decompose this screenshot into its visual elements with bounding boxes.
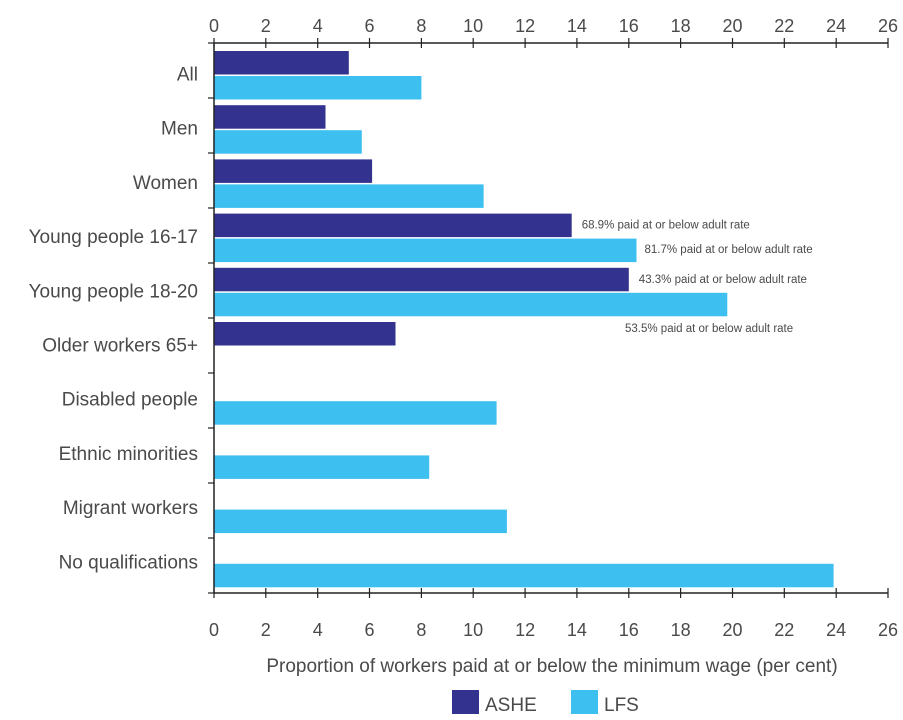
bar-lfs-9	[214, 563, 834, 588]
bar-lfs-7	[214, 455, 430, 479]
x-tick-label-bottom: 0	[209, 620, 219, 640]
bar-lfs-1	[214, 130, 362, 154]
annotation-label: 68.9% paid at or below adult rate	[582, 220, 750, 232]
x-tick-label-top: 12	[515, 16, 535, 36]
bar-lfs-8	[214, 509, 507, 534]
bar-ashe-1	[214, 105, 326, 129]
category-labels-group: All Men Women Young people 16-17 Young peopl…	[29, 65, 198, 574]
annotation-label: 81.7% paid at or below adult rate	[645, 244, 813, 256]
category-label: All	[177, 65, 198, 86]
x-tick-label-top: 18	[671, 16, 691, 36]
x-tick-label-bottom: 22	[774, 620, 794, 640]
x-tick-label-bottom: 6	[364, 620, 374, 640]
category-label: Disabled people	[62, 390, 198, 411]
bar-ashe-5	[214, 322, 396, 346]
x-tick-label-top: 26	[878, 16, 898, 36]
bar-ashe-3	[214, 213, 572, 238]
x-tick-label-top: 8	[416, 16, 426, 36]
x-tick-label-bottom: 8	[416, 620, 426, 640]
x-tick-label-top: 16	[619, 16, 639, 36]
bar-lfs-6	[214, 401, 497, 425]
category-label: No qualifications	[59, 552, 198, 573]
x-tick-label-top: 2	[261, 16, 271, 36]
bar-lfs-3	[214, 238, 637, 263]
x-tick-label-bottom: 26	[878, 620, 898, 640]
bar-ashe-4	[214, 267, 629, 292]
category-label: Women	[133, 173, 198, 194]
x-tick-label-top: 0	[209, 16, 219, 36]
annotations-group: 68.9% paid at or below adult rate 81.7% p…	[582, 220, 813, 335]
bar-lfs-4	[214, 292, 728, 317]
category-label: Young people 16-17	[29, 227, 198, 248]
legend: ASHE LFS	[452, 690, 639, 716]
legend-label-lfs: LFS	[604, 695, 639, 715]
bar-lfs-0	[214, 76, 422, 100]
bar-ashe-0	[214, 51, 349, 75]
legend-label-ashe: ASHE	[485, 695, 537, 715]
x-tick-label-bottom: 2	[261, 620, 271, 640]
x-axis-label: Proportion of workers paid at or below t…	[266, 656, 837, 677]
bar-lfs-2	[214, 184, 484, 208]
x-tick-label-top: 10	[463, 16, 483, 36]
x-tick-label-bottom: 16	[619, 620, 639, 640]
legend-swatch-ashe	[452, 690, 479, 714]
legend-swatch-lfs	[571, 690, 598, 714]
axes-group: 0022446688101012121414161618182020222224…	[208, 16, 898, 640]
x-tick-label-top: 14	[567, 16, 587, 36]
x-tick-label-bottom: 18	[671, 620, 691, 640]
x-tick-label-bottom: 24	[826, 620, 846, 640]
x-tick-label-top: 22	[774, 16, 794, 36]
x-tick-label-top: 20	[722, 16, 742, 36]
category-label: Ethnic minorities	[59, 444, 198, 465]
bars-group	[214, 51, 834, 588]
x-tick-label-bottom: 4	[313, 620, 323, 640]
annotation-label: 53.5% paid at or below adult rate	[625, 323, 793, 335]
annotation-label: 43.3% paid at or below adult rate	[639, 274, 807, 286]
x-tick-label-bottom: 20	[722, 620, 742, 640]
x-tick-label-bottom: 14	[567, 620, 587, 640]
x-tick-label-bottom: 10	[463, 620, 483, 640]
x-tick-label-bottom: 12	[515, 620, 535, 640]
bar-ashe-2	[214, 159, 373, 183]
x-tick-label-top: 24	[826, 16, 846, 36]
category-label: Older workers 65+	[42, 336, 198, 357]
category-label: Young people 18-20	[29, 281, 198, 302]
x-tick-label-top: 6	[364, 16, 374, 36]
category-label: Men	[161, 119, 198, 140]
x-tick-label-top: 4	[313, 16, 323, 36]
category-label: Migrant workers	[63, 498, 198, 519]
